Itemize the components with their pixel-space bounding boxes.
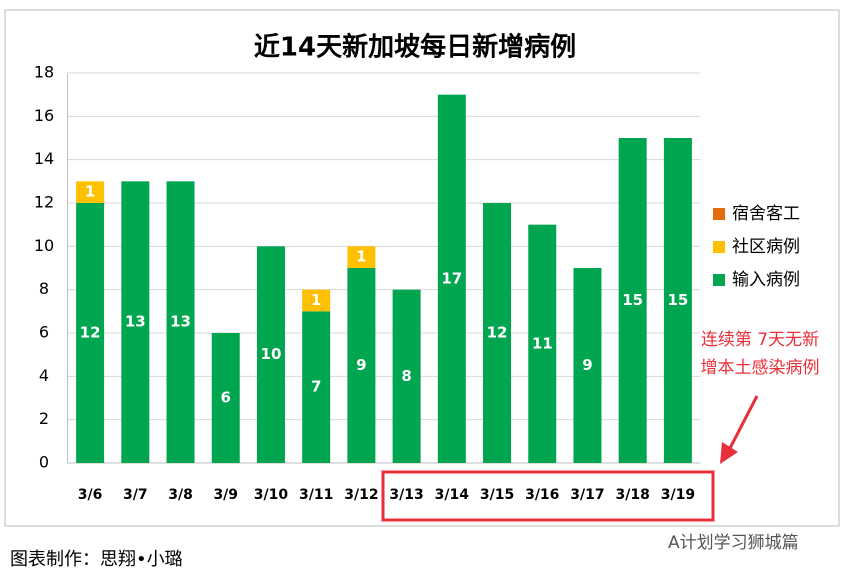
bar-segment [437, 94, 466, 464]
y-tick-label: 14 [34, 149, 54, 168]
bar-segment [663, 138, 692, 463]
bar-segment [347, 268, 376, 463]
watermark: A计划学习狮城篇 [668, 533, 799, 553]
bar-segment [211, 333, 240, 463]
bar-segment [528, 224, 557, 463]
bar-segment [76, 181, 105, 203]
value-label: 1 [311, 291, 321, 309]
x-tick-label: 3/7 [123, 487, 148, 503]
bar-segment [121, 181, 150, 464]
arrow [726, 395, 759, 453]
legend-label: 输入病例 [732, 270, 800, 290]
x-tick-label: 3/19 [661, 487, 695, 503]
value-label: 8 [401, 367, 411, 385]
bar-segment [166, 181, 195, 464]
y-tick-label: 10 [34, 236, 54, 255]
x-tick-label: 3/8 [168, 487, 193, 503]
value-label: 17 [441, 269, 462, 287]
value-label: 13 [125, 313, 146, 331]
x-tick-label: 3/12 [344, 487, 378, 503]
x-tick-label: 3/9 [213, 487, 238, 503]
value-label: 1 [85, 183, 95, 201]
legend-label: 社区病例 [732, 237, 800, 257]
legend-swatch [713, 274, 725, 286]
x-tick-label: 3/6 [78, 487, 103, 503]
value-label: 13 [170, 313, 191, 331]
x-tick-label: 3/11 [299, 487, 333, 503]
value-label: 10 [261, 345, 282, 363]
y-tick-label: 4 [39, 366, 49, 385]
y-tick-label: 6 [39, 323, 49, 342]
value-label: 15 [667, 291, 688, 309]
x-tick-label: 3/16 [525, 487, 559, 503]
y-tick-label: 0 [39, 453, 49, 472]
value-label: 9 [582, 356, 592, 374]
value-label: 1 [356, 248, 366, 266]
value-label: 11 [532, 334, 553, 352]
x-tick-label: 3/10 [254, 487, 289, 503]
y-tick-label: 18 [34, 63, 54, 82]
bar-segment [302, 289, 331, 312]
bar-segment [392, 289, 421, 463]
legend-swatch [713, 241, 725, 253]
annotation: 增本土感染病例 [701, 358, 820, 378]
value-label: 12 [80, 324, 101, 342]
bar-segment [302, 311, 331, 463]
y-tick-label: 2 [39, 409, 49, 428]
x-tick-label: 3/18 [616, 487, 650, 503]
chart-title: 近14天新加坡每日新增病例 [254, 32, 576, 63]
y-tick-label: 8 [39, 279, 49, 298]
value-label: 7 [311, 378, 321, 396]
value-label: 9 [356, 356, 366, 374]
y-tick-label: 16 [34, 106, 54, 125]
x-tick-label: 3/13 [389, 487, 423, 503]
x-tick-label: 3/14 [435, 487, 470, 503]
x-tick-label: 3/15 [480, 487, 514, 503]
bar-segment [256, 246, 285, 463]
legend-swatch [713, 208, 725, 220]
footer: 图表制作：思翔•小璐 [10, 549, 183, 570]
annotation: 连续第 7天无新 [701, 330, 819, 350]
bar-segment [76, 203, 105, 463]
value-label: 12 [487, 324, 508, 342]
bar-segment [347, 246, 376, 268]
x-tick-label: 3/17 [570, 487, 604, 503]
y-tick-label: 12 [34, 193, 54, 212]
highlight-box [381, 470, 715, 522]
bar-segment [483, 203, 512, 463]
bar-segment [618, 138, 647, 463]
bar-segment [573, 268, 602, 463]
value-label: 6 [221, 389, 231, 407]
value-label: 15 [622, 291, 643, 309]
arrow-head [720, 442, 738, 464]
legend-label: 宿舍客工 [732, 204, 800, 224]
